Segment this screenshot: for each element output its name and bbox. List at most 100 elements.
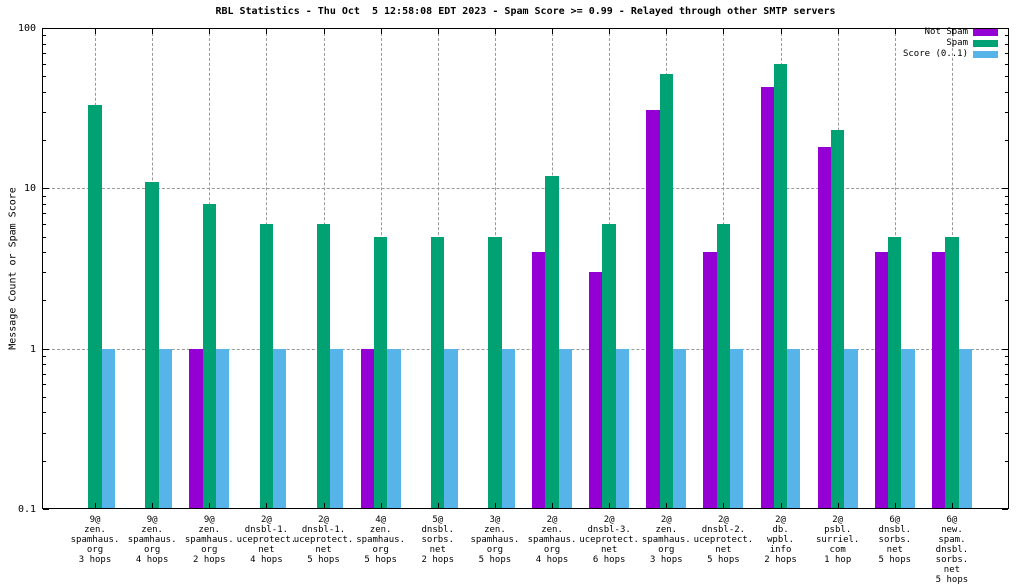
bar-score-0-1 bbox=[787, 349, 801, 509]
bar-spam bbox=[545, 175, 559, 509]
bar-spam bbox=[888, 236, 902, 509]
x-tick bbox=[666, 29, 668, 34]
y-major-tick bbox=[1002, 188, 1008, 190]
y-minor-tick bbox=[1005, 52, 1008, 54]
y-minor-tick bbox=[1005, 432, 1008, 434]
x-tick bbox=[609, 29, 611, 34]
bar-not-spam bbox=[703, 252, 717, 509]
y-minor-tick bbox=[1005, 223, 1008, 225]
y-minor-tick bbox=[43, 300, 46, 302]
y-gridline bbox=[42, 188, 1009, 190]
x-tick bbox=[552, 29, 554, 34]
bar-score-0-1 bbox=[330, 349, 344, 509]
x-tick bbox=[780, 29, 782, 34]
y-minor-tick bbox=[1005, 111, 1008, 113]
bar-not-spam bbox=[817, 147, 831, 509]
x-tick bbox=[266, 29, 268, 34]
legend-item: Spam bbox=[903, 38, 998, 48]
y-minor-tick bbox=[43, 35, 46, 37]
y-minor-tick bbox=[1005, 412, 1008, 414]
x-category-label: 5@ dnsbl. sorbs. net 2 hops bbox=[421, 515, 455, 565]
legend-swatch bbox=[973, 50, 998, 58]
x-category-label: 9@ zen. spamhaus. org 2 hops bbox=[184, 515, 234, 565]
y-minor-tick bbox=[1005, 356, 1008, 357]
bar-score-0-1 bbox=[672, 349, 687, 509]
y-minor-tick bbox=[43, 272, 46, 274]
y-minor-tick bbox=[43, 432, 46, 434]
y-minor-tick bbox=[1005, 140, 1008, 142]
bar-spam bbox=[716, 223, 731, 509]
bar-spam bbox=[830, 130, 845, 509]
x-tick bbox=[266, 503, 268, 508]
y-minor-tick bbox=[43, 396, 46, 398]
bar-spam bbox=[659, 73, 673, 509]
y-minor-tick bbox=[43, 63, 46, 65]
y-minor-tick bbox=[43, 252, 46, 254]
y-minor-tick bbox=[1005, 252, 1008, 254]
y-minor-tick bbox=[43, 111, 46, 113]
y-minor-tick bbox=[1005, 396, 1008, 398]
x-tick bbox=[951, 503, 953, 508]
bar-spam bbox=[316, 223, 331, 509]
y-minor-tick bbox=[43, 460, 46, 462]
bar-score-0-1 bbox=[558, 349, 572, 509]
y-minor-tick bbox=[43, 373, 46, 375]
bar-spam bbox=[373, 236, 388, 509]
x-tick bbox=[323, 503, 325, 508]
x-tick bbox=[894, 29, 896, 34]
legend-label: Spam bbox=[946, 38, 968, 48]
y-minor-tick bbox=[43, 384, 46, 386]
x-category-label: 6@ dnsbl. sorbs. net 5 hops bbox=[878, 515, 912, 565]
y-minor-tick bbox=[43, 195, 46, 197]
x-tick bbox=[494, 503, 496, 508]
y-minor-tick bbox=[43, 140, 46, 142]
x-tick bbox=[894, 503, 896, 508]
bar-score-0-1 bbox=[730, 349, 744, 509]
x-category-label: 4@ zen. spamhaus. org 5 hops bbox=[356, 515, 406, 565]
bar-spam bbox=[773, 63, 788, 509]
x-tick bbox=[323, 29, 325, 34]
x-tick bbox=[666, 503, 668, 508]
bar-score-0-1 bbox=[901, 349, 915, 509]
y-minor-tick bbox=[1005, 195, 1008, 197]
y-tick-label: 1 bbox=[29, 343, 36, 355]
y-minor-tick bbox=[1005, 460, 1008, 462]
x-tick bbox=[95, 29, 96, 34]
x-category-label: 2@ dnsbl-3. uceprotect. net 6 hops bbox=[579, 515, 639, 565]
x-tick bbox=[152, 503, 154, 508]
bar-score-0-1 bbox=[444, 349, 458, 509]
y-minor-tick bbox=[43, 364, 46, 366]
bar-spam bbox=[202, 203, 216, 509]
x-tick bbox=[609, 503, 611, 508]
x-category-label: 9@ zen. spamhaus. org 3 hops bbox=[70, 515, 120, 565]
legend-item: Score (0..1) bbox=[903, 50, 998, 59]
x-category-label: 2@ zen. spamhaus. org 4 hops bbox=[527, 515, 577, 565]
bar-score-0-1 bbox=[501, 349, 515, 509]
x-tick bbox=[437, 29, 439, 34]
y-minor-tick bbox=[43, 203, 46, 205]
bar-score-0-1 bbox=[101, 349, 115, 509]
y-minor-tick bbox=[1005, 91, 1008, 93]
y-major-tick bbox=[1002, 28, 1008, 29]
y-minor-tick bbox=[43, 91, 46, 93]
x-tick bbox=[780, 503, 782, 508]
bar-spam bbox=[259, 223, 273, 509]
x-category-label: 2@ psbl. surriel. com 1 hop bbox=[816, 515, 860, 565]
legend: Not Spam Spam Score (0..1) bbox=[903, 28, 998, 59]
y-gridline bbox=[42, 348, 1009, 350]
y-minor-tick bbox=[1005, 236, 1008, 238]
bar-not-spam bbox=[760, 86, 774, 509]
x-category-label: 2@ dnsbl-2. uceprotect. net 5 hops bbox=[693, 515, 754, 565]
bar-score-0-1 bbox=[272, 349, 287, 509]
legend-item: Not Spam bbox=[903, 28, 998, 37]
y-minor-tick bbox=[43, 43, 46, 45]
y-minor-tick bbox=[1005, 213, 1008, 215]
x-tick bbox=[723, 29, 725, 34]
y-major-tick bbox=[43, 509, 49, 510]
x-tick bbox=[951, 29, 953, 34]
y-minor-tick bbox=[43, 356, 46, 357]
bar-score-0-1 bbox=[158, 349, 173, 509]
y-minor-tick bbox=[1005, 384, 1008, 386]
y-minor-tick bbox=[1005, 300, 1008, 302]
